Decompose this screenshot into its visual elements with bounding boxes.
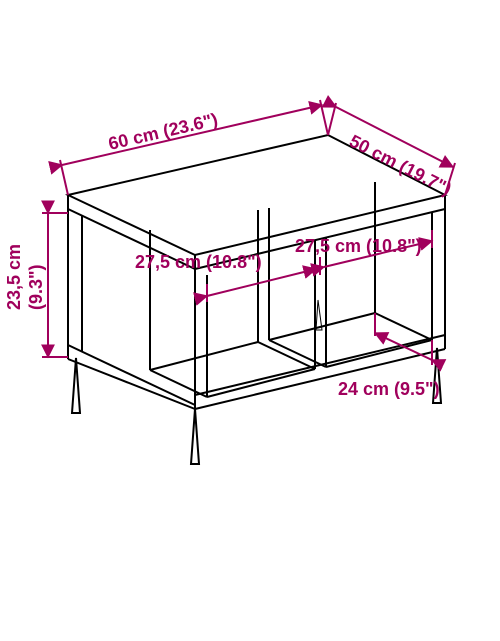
label-height-line1: 23,5 cm: [4, 244, 24, 310]
label-opening-left: 27,5 cm (10.8"): [135, 252, 262, 272]
label-height-line2: (9.3"): [26, 264, 46, 310]
label-shelf-depth: 24 cm (9.5"): [338, 379, 440, 399]
table-outline: [68, 135, 445, 464]
dimension-diagram: 60 cm (23.6") 50 cm (19.7") 27,5 cm (10.…: [0, 0, 500, 641]
dimension-labels: 60 cm (23.6") 50 cm (19.7") 27,5 cm (10.…: [4, 109, 455, 399]
dimension-lines: [42, 100, 455, 365]
label-width: 60 cm (23.6"): [106, 109, 219, 154]
label-opening-right: 27,5 cm (10.8"): [295, 236, 422, 256]
